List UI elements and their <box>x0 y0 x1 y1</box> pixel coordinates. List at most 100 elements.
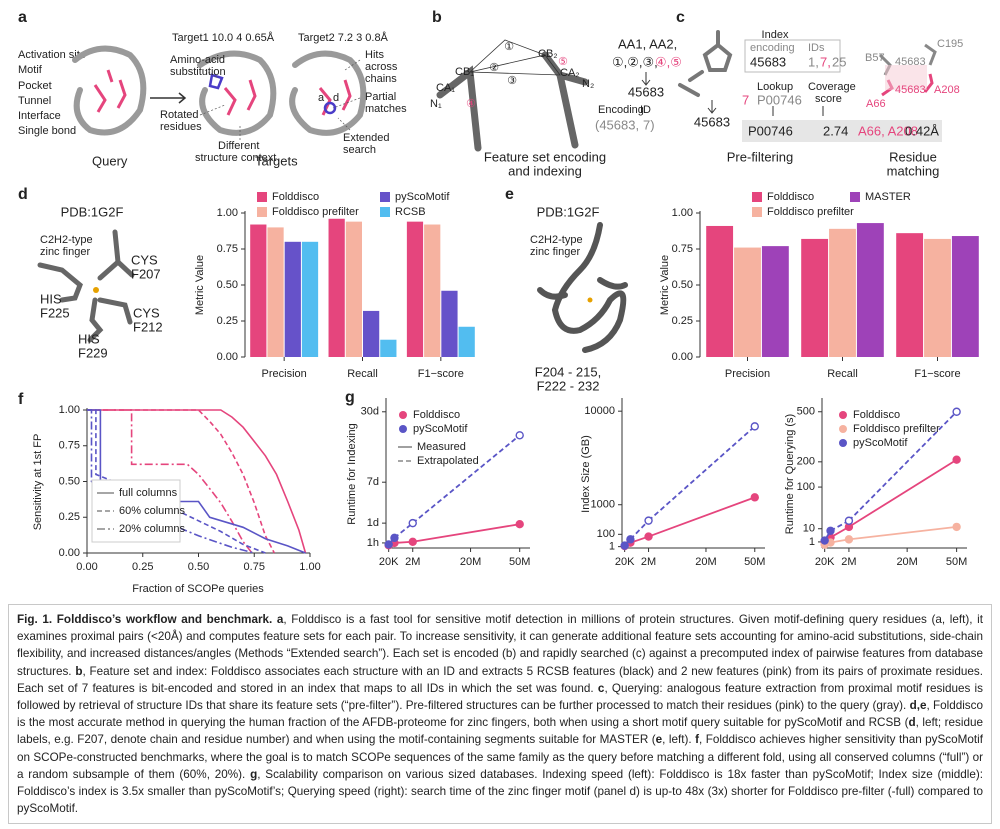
caption-text: , Folddisco achieves higher sensitivity … <box>17 733 983 781</box>
residue: F225 <box>40 305 70 320</box>
bar <box>345 221 362 357</box>
feature-id: ③ <box>507 75 517 87</box>
bar <box>328 218 345 357</box>
x-tick-label: 20M <box>695 556 716 568</box>
label: Targets <box>255 153 298 168</box>
panel-letter: g <box>345 389 355 406</box>
pdb-id: PDB:1G2F <box>61 204 124 219</box>
caption-text: , left). <box>662 733 696 747</box>
bar <box>734 247 761 357</box>
atom-label: N₂ <box>582 78 594 90</box>
callout-line <box>199 59 361 140</box>
pdb-id: PDB:1G2F <box>537 204 600 219</box>
y-tick-label: 0.25 <box>672 315 693 327</box>
residue: HIS <box>78 331 100 346</box>
caption-text: , Folddisco is a fast tool for sensitive… <box>17 613 983 678</box>
x-tick-label: 50M <box>946 556 967 568</box>
point <box>844 535 854 544</box>
residue: F212 <box>133 319 163 334</box>
point <box>644 516 653 525</box>
feature-lines <box>469 39 561 76</box>
point <box>826 526 835 535</box>
bar <box>761 246 789 357</box>
series-segment <box>412 523 520 543</box>
residue-label: 45683 <box>895 84 926 96</box>
atom-label: CB₁ <box>455 66 474 78</box>
y-tick-label: 1 <box>609 541 615 553</box>
annotation: residues <box>160 121 202 133</box>
label: Lookup <box>757 81 793 93</box>
index-id: 25 <box>832 54 846 69</box>
motif-type: Activation site <box>18 49 86 61</box>
y-tick-label: 0.75 <box>217 243 238 255</box>
feature-set: ①,②,③, <box>612 54 658 69</box>
series-segment <box>848 525 957 541</box>
bar <box>801 238 829 357</box>
annotation: substitution <box>170 66 226 78</box>
point <box>820 536 829 545</box>
y-tick-label: 1.00 <box>217 207 238 219</box>
y-tick-label: 0.25 <box>59 511 80 523</box>
panel-letter: a <box>18 9 27 26</box>
y-tick-label: 1.00 <box>672 207 693 219</box>
hit-name: P00746 <box>757 92 802 107</box>
arrow <box>772 106 824 116</box>
x-tick-label: 50M <box>509 556 530 568</box>
result: 2.74 <box>823 123 848 138</box>
atom-label: CA₂ <box>560 67 580 79</box>
bar <box>406 221 424 357</box>
point <box>844 516 854 525</box>
pair: (45683, <box>595 117 639 132</box>
bar <box>896 233 924 357</box>
caption-text: d <box>908 716 916 730</box>
point <box>390 533 399 543</box>
y-tick-label: 0.25 <box>217 315 238 327</box>
feature-id: ② <box>489 62 499 74</box>
point <box>626 535 635 544</box>
atom-label: CB₂ <box>538 48 558 60</box>
motif-type: Single bond <box>18 125 76 137</box>
legend-swatch <box>752 207 762 217</box>
legend-marker <box>839 425 847 433</box>
bar <box>424 224 441 357</box>
residue-label: d <box>333 92 339 104</box>
y-tick-label: 7d <box>367 476 379 488</box>
bar <box>951 236 979 357</box>
y-tick-label: 200 <box>797 456 815 468</box>
motif-name: C2H2-type <box>40 234 93 246</box>
segment: F222 - 232 <box>537 378 600 393</box>
panel-a: a Target1 10.0 4 0.65Å Target2 7.2 3 0.8… <box>18 9 407 168</box>
legend-label: Folddisco <box>853 409 900 421</box>
panel-letter: c <box>676 9 685 26</box>
residue: F229 <box>78 345 108 360</box>
series-segment <box>629 520 650 540</box>
feature-set: AA1, AA2, <box>618 36 677 51</box>
panel-letter: e <box>505 186 514 203</box>
legend-swatch <box>380 207 390 217</box>
legend-marker <box>399 425 407 433</box>
y-tick-label: 0.00 <box>59 547 80 559</box>
annotation: Amino-acid <box>170 54 225 66</box>
panel-title: Pre-filtering <box>727 149 793 164</box>
y-tick-label: 500 <box>797 406 815 418</box>
panel-letter: b <box>432 9 442 26</box>
new-feature-id: ⑤ <box>558 56 568 68</box>
caption-text: f <box>695 733 700 747</box>
zinc <box>93 287 99 293</box>
caption-text: b <box>75 664 83 678</box>
y-tick-label: 0.50 <box>672 279 693 291</box>
annotation: Different <box>218 140 259 152</box>
motif-name: zinc finger <box>530 246 580 258</box>
panel-d-structure: PDB:1G2F C2H2-type zinc finger CYS F207 … <box>37 204 163 360</box>
target-label: Target1 10.0 4 0.65Å <box>172 31 275 44</box>
series-segment <box>848 411 958 522</box>
target-label: Target2 7.2 3 0.8Å <box>298 31 389 44</box>
panel-e-structure: PDB:1G2F C2H2-type zinc finger F204 - 21… <box>530 204 628 393</box>
x-tick-label: 50M <box>744 556 765 568</box>
y-tick-label: 0.75 <box>59 440 80 452</box>
panel-title: and indexing <box>508 163 582 178</box>
bar <box>706 225 734 357</box>
caption-text: , Folddisco is the most accurate method … <box>17 699 983 730</box>
y-tick-label: 0.00 <box>217 351 238 363</box>
motif-residues <box>93 69 352 116</box>
